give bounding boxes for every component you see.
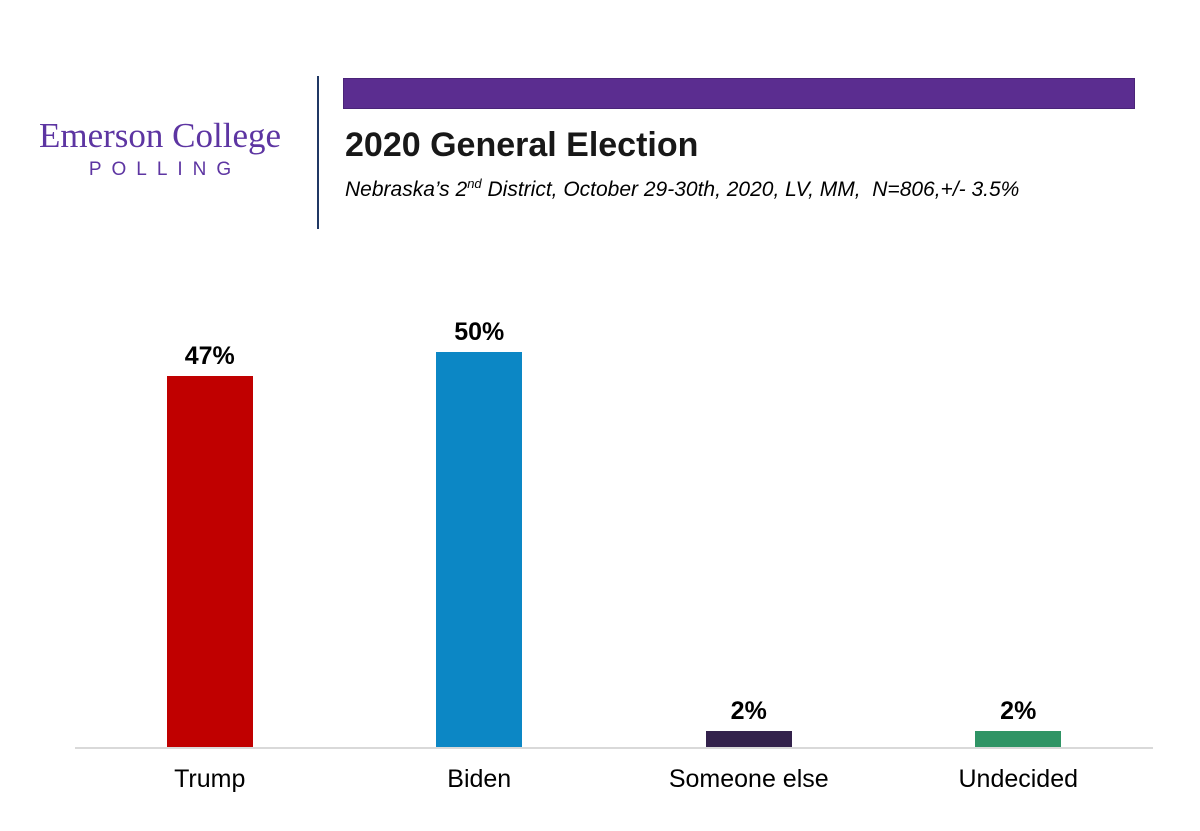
chart-column-undecided: 2% (884, 295, 1154, 747)
bar-chart-plot-area: 47% 50% 2% 2% (75, 295, 1153, 749)
emerson-college-polling-logo: Emerson College POLLING (18, 116, 302, 182)
chart-column-biden: 50% (345, 295, 615, 747)
bar-biden (436, 352, 523, 747)
bar-value-label-trump: 47% (184, 342, 235, 370)
header-banner-bar (343, 78, 1135, 109)
subtitle-text-end: District, October 29-30th, 2020, LV, MM,… (481, 178, 1020, 201)
bar-value-label-someone-else: 2% (730, 697, 767, 725)
category-label-biden: Biden (447, 765, 512, 793)
bar-value-label-undecided: 2% (1000, 697, 1037, 725)
category-label-undecided: Undecided (958, 765, 1079, 793)
subtitle-text-start: Nebraska’s 2 (345, 178, 468, 201)
page-subtitle: Nebraska’s 2nd District, October 29-30th… (345, 176, 1019, 204)
subtitle-superscript: nd (467, 176, 482, 191)
category-labels: Trump Biden Someone else Undecided (75, 764, 1153, 794)
bar-value-label-biden: 50% (454, 318, 505, 346)
bar-undecided (975, 731, 1062, 747)
logo-polling-text: POLLING (88, 159, 242, 180)
bar-someone-else (705, 731, 792, 747)
chart-column-trump: 47% (75, 295, 345, 747)
logo-wordmark: Emerson College (38, 116, 282, 155)
plot-columns: 47% 50% 2% 2% (75, 295, 1153, 747)
chart-column-someone-else: 2% (614, 295, 884, 747)
category-label-trump: Trump (174, 765, 246, 793)
page-title: 2020 General Election (345, 126, 699, 164)
header-divider-line (317, 76, 319, 229)
bar-trump (166, 376, 253, 747)
category-label-someone-else: Someone else (668, 765, 829, 793)
